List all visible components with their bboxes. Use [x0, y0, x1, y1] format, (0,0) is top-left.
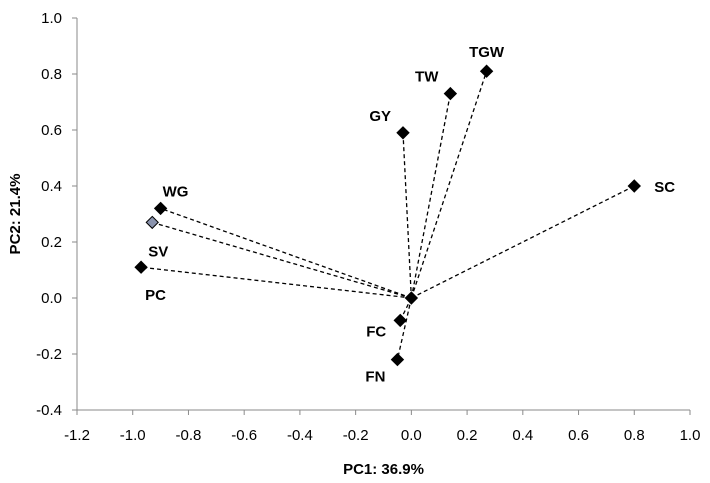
point-label-pc: PC	[145, 287, 166, 304]
point-marker-pc	[134, 260, 148, 274]
x-tick-label: 0.6	[568, 427, 589, 444]
x-tick-label: -0.2	[343, 427, 369, 444]
x-tick-label: -0.6	[231, 427, 257, 444]
point-label-fn: FN	[365, 369, 385, 386]
y-tick-label: 0.0	[41, 290, 62, 307]
point-marker-tgw	[479, 64, 494, 78]
point-label-tgw: TGW	[469, 44, 505, 61]
y-tick-label: 0.2	[41, 234, 62, 251]
vector-line-tgw	[410, 70, 488, 299]
point-label-gy: GY	[369, 108, 391, 125]
point-marker-fn	[390, 352, 405, 367]
x-axis-title: PC1: 36.9%	[343, 461, 424, 478]
y-tick-label: 0.8	[41, 66, 62, 83]
y-tick-label: -0.2	[36, 346, 62, 363]
point-label-wg: WG	[163, 183, 189, 200]
point-marker-fc	[393, 313, 407, 328]
point-marker-tw	[443, 86, 458, 101]
point-label-fc: FC	[366, 323, 386, 340]
point-marker-gy	[396, 126, 410, 140]
vector-line-fn	[396, 297, 412, 360]
y-axis-title: PC2: 21.4%	[7, 174, 24, 255]
vector-line-sv	[152, 221, 412, 299]
x-tick-label: -1.0	[120, 427, 146, 444]
y-tick-label: -0.4	[36, 402, 62, 419]
vector-line-gy	[402, 132, 413, 299]
y-tick-label: 0.4	[41, 178, 62, 195]
x-tick-label: 1.0	[680, 427, 701, 444]
origin-marker	[404, 291, 419, 305]
x-tick-label: 0.4	[512, 427, 533, 444]
x-tick-label: -0.4	[287, 427, 313, 444]
point-marker-wg	[153, 201, 168, 216]
x-tick-label: 0.0	[401, 427, 422, 444]
vector-line-pc	[141, 266, 412, 299]
point-marker-sv	[145, 215, 159, 230]
x-tick-label: -1.2	[64, 427, 90, 444]
x-tick-label: -0.8	[176, 427, 202, 444]
point-label-sv: SV	[148, 243, 168, 260]
point-marker-sc	[627, 179, 641, 193]
vector-line-wg	[160, 207, 412, 299]
x-tick-label: 0.8	[624, 427, 645, 444]
vector-line-tw	[410, 93, 452, 299]
vector-line-sc	[411, 185, 635, 299]
x-tick-label: 0.2	[457, 427, 478, 444]
point-label-tw: TW	[415, 69, 439, 86]
y-tick-label: 1.0	[41, 10, 62, 27]
y-tick-label: 0.6	[41, 122, 62, 139]
point-label-sc: SC	[654, 179, 675, 196]
